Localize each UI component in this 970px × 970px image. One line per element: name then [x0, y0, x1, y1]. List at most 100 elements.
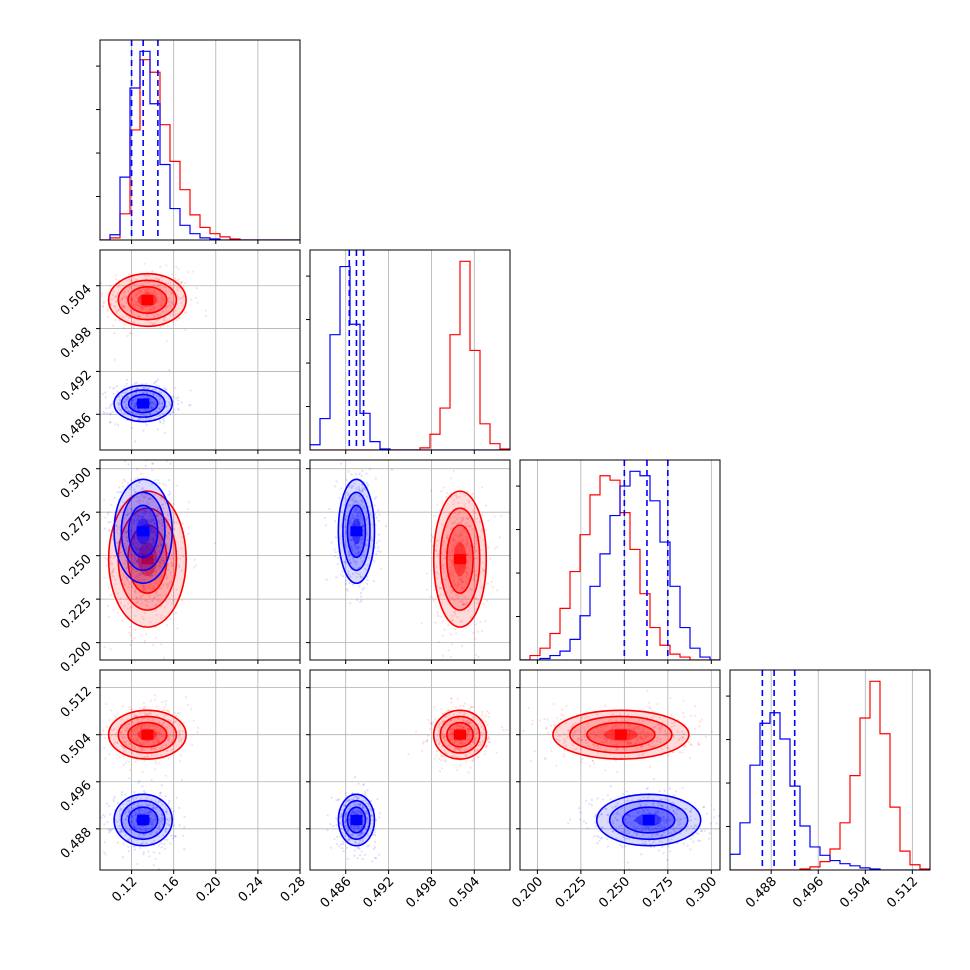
scatter-point [166, 281, 170, 285]
scatter-point [373, 840, 377, 843]
scatter-point [445, 525, 448, 528]
scatter-point [105, 411, 109, 415]
y-tick-label: 0.250 [58, 552, 95, 589]
scatter-point [147, 408, 150, 412]
scatter-point [377, 533, 380, 536]
scatter-point [162, 714, 165, 717]
scatter-point [132, 543, 135, 546]
scatter-point [171, 410, 174, 414]
scatter-point [365, 809, 368, 813]
scatter-point [150, 530, 153, 534]
scatter-point [177, 730, 180, 733]
scatter-point [432, 706, 436, 709]
scatter-point [119, 827, 122, 830]
scatter-point [144, 408, 147, 411]
scatter-point [588, 765, 592, 768]
scatter-point [466, 748, 469, 751]
scatter-point [152, 392, 155, 395]
scatter-point [155, 396, 158, 399]
scatter-point [473, 546, 476, 549]
scatter-point [358, 585, 361, 588]
contour-line [439, 715, 481, 754]
scatter-point [130, 508, 133, 511]
scatter-point [133, 848, 137, 851]
scatter-point [340, 814, 343, 817]
scatter-point [459, 533, 462, 536]
scatter-point [334, 485, 337, 488]
scatter-point [616, 724, 619, 727]
scatter-point [154, 492, 157, 495]
scatter-point [357, 485, 361, 489]
scatter-point [168, 581, 171, 584]
scatter-point [152, 394, 156, 397]
scatter-point [458, 516, 461, 520]
scatter-point [152, 597, 156, 600]
scatter-point [102, 301, 105, 305]
scatter-point [113, 727, 116, 731]
scatter-point [161, 746, 164, 749]
scatter-point [670, 725, 673, 728]
scatter-point [169, 281, 172, 284]
scatter-point [140, 724, 143, 727]
scatter-point [164, 714, 168, 717]
scatter-point [357, 846, 360, 849]
scatter-point [348, 554, 351, 557]
scatter-point [146, 805, 150, 808]
scatter-point [157, 519, 160, 522]
scatter-point [650, 733, 653, 736]
scatter-point [182, 555, 185, 558]
scatter-point [125, 566, 129, 569]
scatter-point [164, 281, 167, 284]
scatter-point [379, 550, 382, 553]
scatter-point [148, 413, 152, 416]
scatter-point [142, 743, 145, 746]
scatter-point [151, 574, 154, 577]
scatter-point [117, 406, 120, 410]
y-tick-label: 0.275 [58, 508, 95, 545]
scatter-point [131, 818, 134, 821]
scatter-point [481, 739, 485, 742]
scatter-point [91, 566, 93, 568]
scatter-point [180, 302, 183, 305]
scatter-point [461, 580, 464, 583]
scatter-point [114, 583, 117, 586]
scatter-point [130, 529, 133, 533]
scatter-point [134, 513, 137, 516]
scatter-point [473, 733, 476, 736]
scatter-point [471, 740, 474, 744]
scatter-point [154, 636, 157, 639]
scatter-point [638, 736, 642, 739]
scatter-point [483, 750, 487, 753]
scatter-point [133, 790, 136, 794]
scatter-point [117, 547, 120, 550]
scatter-point [191, 270, 194, 273]
scatter-point [150, 401, 153, 404]
scatter-point [152, 643, 155, 646]
scatter-point [115, 295, 118, 298]
scatter-point [587, 724, 590, 728]
scatter-point [465, 525, 468, 528]
scatter-point [460, 534, 463, 537]
scatter-point [369, 544, 373, 548]
scatter-point [178, 824, 181, 827]
scatter-point [640, 737, 643, 740]
scatter-point [138, 510, 141, 513]
scatter-point [132, 321, 135, 324]
scatter-point [359, 833, 363, 836]
scatter-point [449, 719, 452, 722]
scatter-point [642, 731, 645, 734]
scatter-point [145, 386, 148, 390]
scatter-point [110, 534, 113, 537]
panel-1-1 [306, 249, 511, 454]
scatter-point [462, 718, 465, 721]
scatter-point [155, 613, 158, 617]
scatter-point [124, 741, 127, 744]
scatter-point [362, 586, 365, 590]
scatter-point [158, 403, 161, 406]
scatter-point [361, 832, 364, 835]
scatter-point [339, 835, 342, 838]
scatter-point [152, 306, 155, 310]
scatter-point [148, 809, 151, 813]
scatter-point [121, 803, 125, 806]
scatter-point [599, 746, 602, 749]
